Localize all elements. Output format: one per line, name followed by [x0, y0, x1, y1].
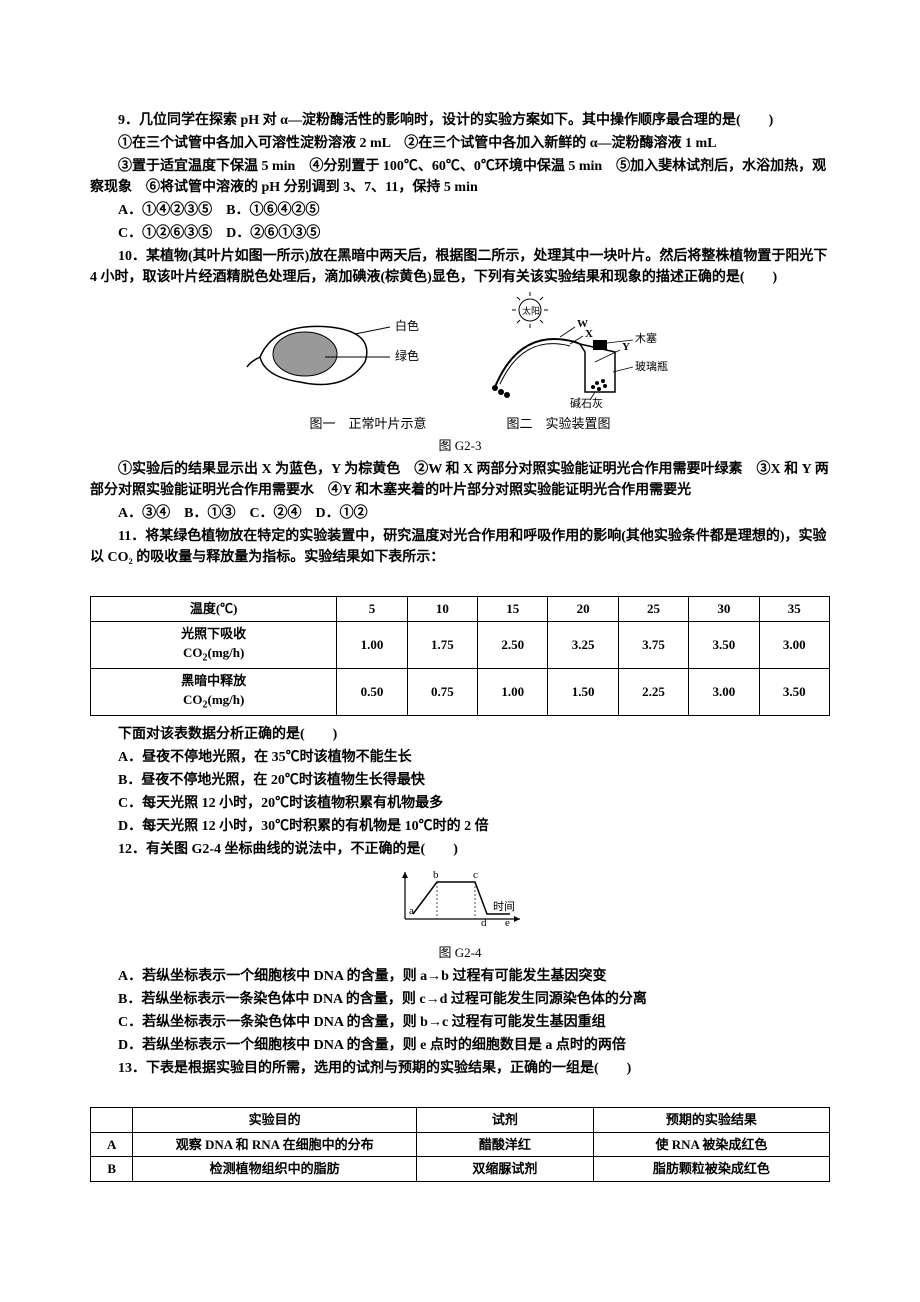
- pt-c: c: [473, 869, 478, 881]
- q10-opts: A．③④ B．①③ C．②④ D．①②: [90, 503, 830, 524]
- apparatus-diagram-icon: 太阳 W X Y 木塞 玻璃瓶 碱石灰: [475, 292, 675, 412]
- cell: 3.75: [618, 621, 688, 668]
- q11-stem: 11．将某绿色植物放在特定的实验装置中，研究温度对光合作用和呼吸作用的影响(其他…: [90, 526, 830, 568]
- cell: 1.75: [407, 621, 477, 668]
- q11-r2-label: 黑暗中释放CO2(mg/h): [91, 668, 337, 715]
- cell: 脂肪颗粒被染成红色: [593, 1157, 829, 1182]
- q12-figlabel: 图 G2-4: [90, 943, 830, 963]
- q10-figure: 白色 绿色 太阳 W X Y: [90, 292, 830, 455]
- q9-stem: 9．几位同学在探索 pH 对 α—淀粉酶活性的影响时，设计的实验方案如下。其中操…: [90, 110, 830, 131]
- cell: 3.25: [548, 621, 618, 668]
- q11-analysis: 下面对该表数据分析正确的是( ): [90, 724, 830, 745]
- pt-a: a: [409, 905, 414, 917]
- q12-stem: 12．有关图 G2-4 坐标曲线的说法中，不正确的是( ): [90, 839, 830, 860]
- cell: 醋酸洋红: [416, 1132, 593, 1157]
- q9-opts-line2: C．①②⑥③⑤ D．②⑥①③⑤: [90, 223, 830, 244]
- q11-h1: 5: [337, 597, 407, 622]
- q13-h0: [91, 1108, 133, 1133]
- label-white: 白色: [395, 318, 419, 333]
- cell: 2.50: [478, 621, 548, 668]
- q11-h2: 10: [407, 597, 477, 622]
- label-y: Y: [622, 341, 630, 353]
- cell: 检测植物组织中的脂肪: [133, 1157, 416, 1182]
- table-row: 光照下吸收CO2(mg/h) 1.00 1.75 2.50 3.25 3.75 …: [91, 621, 830, 668]
- cell: A: [91, 1132, 133, 1157]
- line-chart-icon: a b c d e 时间: [385, 864, 535, 934]
- q12-optD: D．若纵坐标表示一个细胞核中 DNA 的含量，则 e 点时的细胞数目是 a 点时…: [90, 1035, 830, 1056]
- q13-h1: 实验目的: [133, 1108, 416, 1133]
- label-sun: 太阳: [522, 305, 540, 316]
- q13-stem: 13．下表是根据实验目的所需，选用的试剂与预期的实验结果，正确的一组是( ): [90, 1058, 830, 1079]
- q11-table: 温度(℃) 5 10 15 20 25 30 35 光照下吸收CO2(mg/h)…: [90, 596, 830, 716]
- cell: 2.25: [618, 668, 688, 715]
- cell: 双缩脲试剂: [416, 1157, 593, 1182]
- q13-h2: 试剂: [416, 1108, 593, 1133]
- label-base: 碱石灰: [570, 396, 603, 410]
- label-green: 绿色: [395, 348, 419, 363]
- q10-notes: ①实验后的结果显示出 X 为蓝色，Y 为棕黄色 ②W 和 X 两部分对照实验能证…: [90, 459, 830, 501]
- q11-h7: 35: [759, 597, 829, 622]
- cell: 3.00: [759, 621, 829, 668]
- q11-optD: D．每天光照 12 小时，30℃时积累的有机物是 10℃时的 2 倍: [90, 816, 830, 837]
- cell: 0.75: [407, 668, 477, 715]
- q12-optA: A．若纵坐标表示一个细胞核中 DNA 的含量，则 a→b 过程有可能发生基因突变: [90, 966, 830, 987]
- table-row: 温度(℃) 5 10 15 20 25 30 35: [91, 597, 830, 622]
- q12-figure: a b c d e 时间 图 G2-4: [90, 864, 830, 963]
- q10-cap2: 图二 实验装置图: [507, 414, 611, 434]
- cell: 0.50: [337, 668, 407, 715]
- cell: 1.50: [548, 668, 618, 715]
- leaf-diagram-icon: 白色 绿色: [245, 302, 445, 402]
- q9-steps2: ③置于适宜温度下保温 5 min ④分别置于 100℃、60℃、0℃环境中保温 …: [90, 156, 830, 198]
- q11-optB: B．昼夜不停地光照，在 20℃时该植物生长得最快: [90, 770, 830, 791]
- cell: 使 RNA 被染成红色: [593, 1132, 829, 1157]
- cell: 3.00: [689, 668, 759, 715]
- cell: 3.50: [689, 621, 759, 668]
- q11-optC: C．每天光照 12 小时，20℃时该植物积累有机物最多: [90, 793, 830, 814]
- q11-h0: 温度(℃): [91, 597, 337, 622]
- q11-optA: A．昼夜不停地光照，在 35℃时该植物不能生长: [90, 747, 830, 768]
- cell: 1.00: [478, 668, 548, 715]
- cell: 1.00: [337, 621, 407, 668]
- cell: 观察 DNA 和 RNA 在细胞中的分布: [133, 1132, 416, 1157]
- q10-stem: 10．某植物(其叶片如图一所示)放在黑暗中两天后，根据图二所示，处理其中一块叶片…: [90, 246, 830, 288]
- q13-h3: 预期的实验结果: [593, 1108, 829, 1133]
- q11-h3: 15: [478, 597, 548, 622]
- q12-optC: C．若纵坐标表示一条染色体中 DNA 的含量，则 b→c 过程有可能发生基因重组: [90, 1012, 830, 1033]
- q12-optB: B．若纵坐标表示一条染色体中 DNA 的含量，则 c→d 过程可能发生同源染色体…: [90, 989, 830, 1010]
- q13-table: 实验目的 试剂 预期的实验结果 A 观察 DNA 和 RNA 在细胞中的分布 醋…: [90, 1107, 830, 1182]
- table-row: 黑暗中释放CO2(mg/h) 0.50 0.75 1.00 1.50 2.25 …: [91, 668, 830, 715]
- x-axis-label: 时间: [493, 900, 515, 913]
- q11-h4: 20: [548, 597, 618, 622]
- label-bottle: 玻璃瓶: [635, 359, 668, 373]
- q10-figlabel: 图 G2-3: [90, 436, 830, 456]
- q11-r1-label: 光照下吸收CO2(mg/h): [91, 621, 337, 668]
- q10-cap1: 图一 正常叶片示意: [309, 414, 426, 434]
- label-x: X: [585, 328, 593, 340]
- table-row: B 检测植物组织中的脂肪 双缩脲试剂 脂肪颗粒被染成红色: [91, 1157, 830, 1182]
- pt-b: b: [433, 869, 439, 881]
- q11-h6: 30: [689, 597, 759, 622]
- table-row: A 观察 DNA 和 RNA 在细胞中的分布 醋酸洋红 使 RNA 被染成红色: [91, 1132, 830, 1157]
- label-cork: 木塞: [635, 331, 657, 345]
- cell: 3.50: [759, 668, 829, 715]
- pt-d: d: [481, 917, 487, 929]
- q9-steps1: ①在三个试管中各加入可溶性淀粉溶液 2 mL ②在三个试管中各加入新鲜的 α—淀…: [90, 133, 830, 154]
- q11-h5: 25: [618, 597, 688, 622]
- pt-e: e: [505, 917, 510, 929]
- table-row: 实验目的 试剂 预期的实验结果: [91, 1108, 830, 1133]
- cell: B: [91, 1157, 133, 1182]
- q9-opts-line1: A．①④②③⑤ B．①⑥④②⑤: [90, 200, 830, 221]
